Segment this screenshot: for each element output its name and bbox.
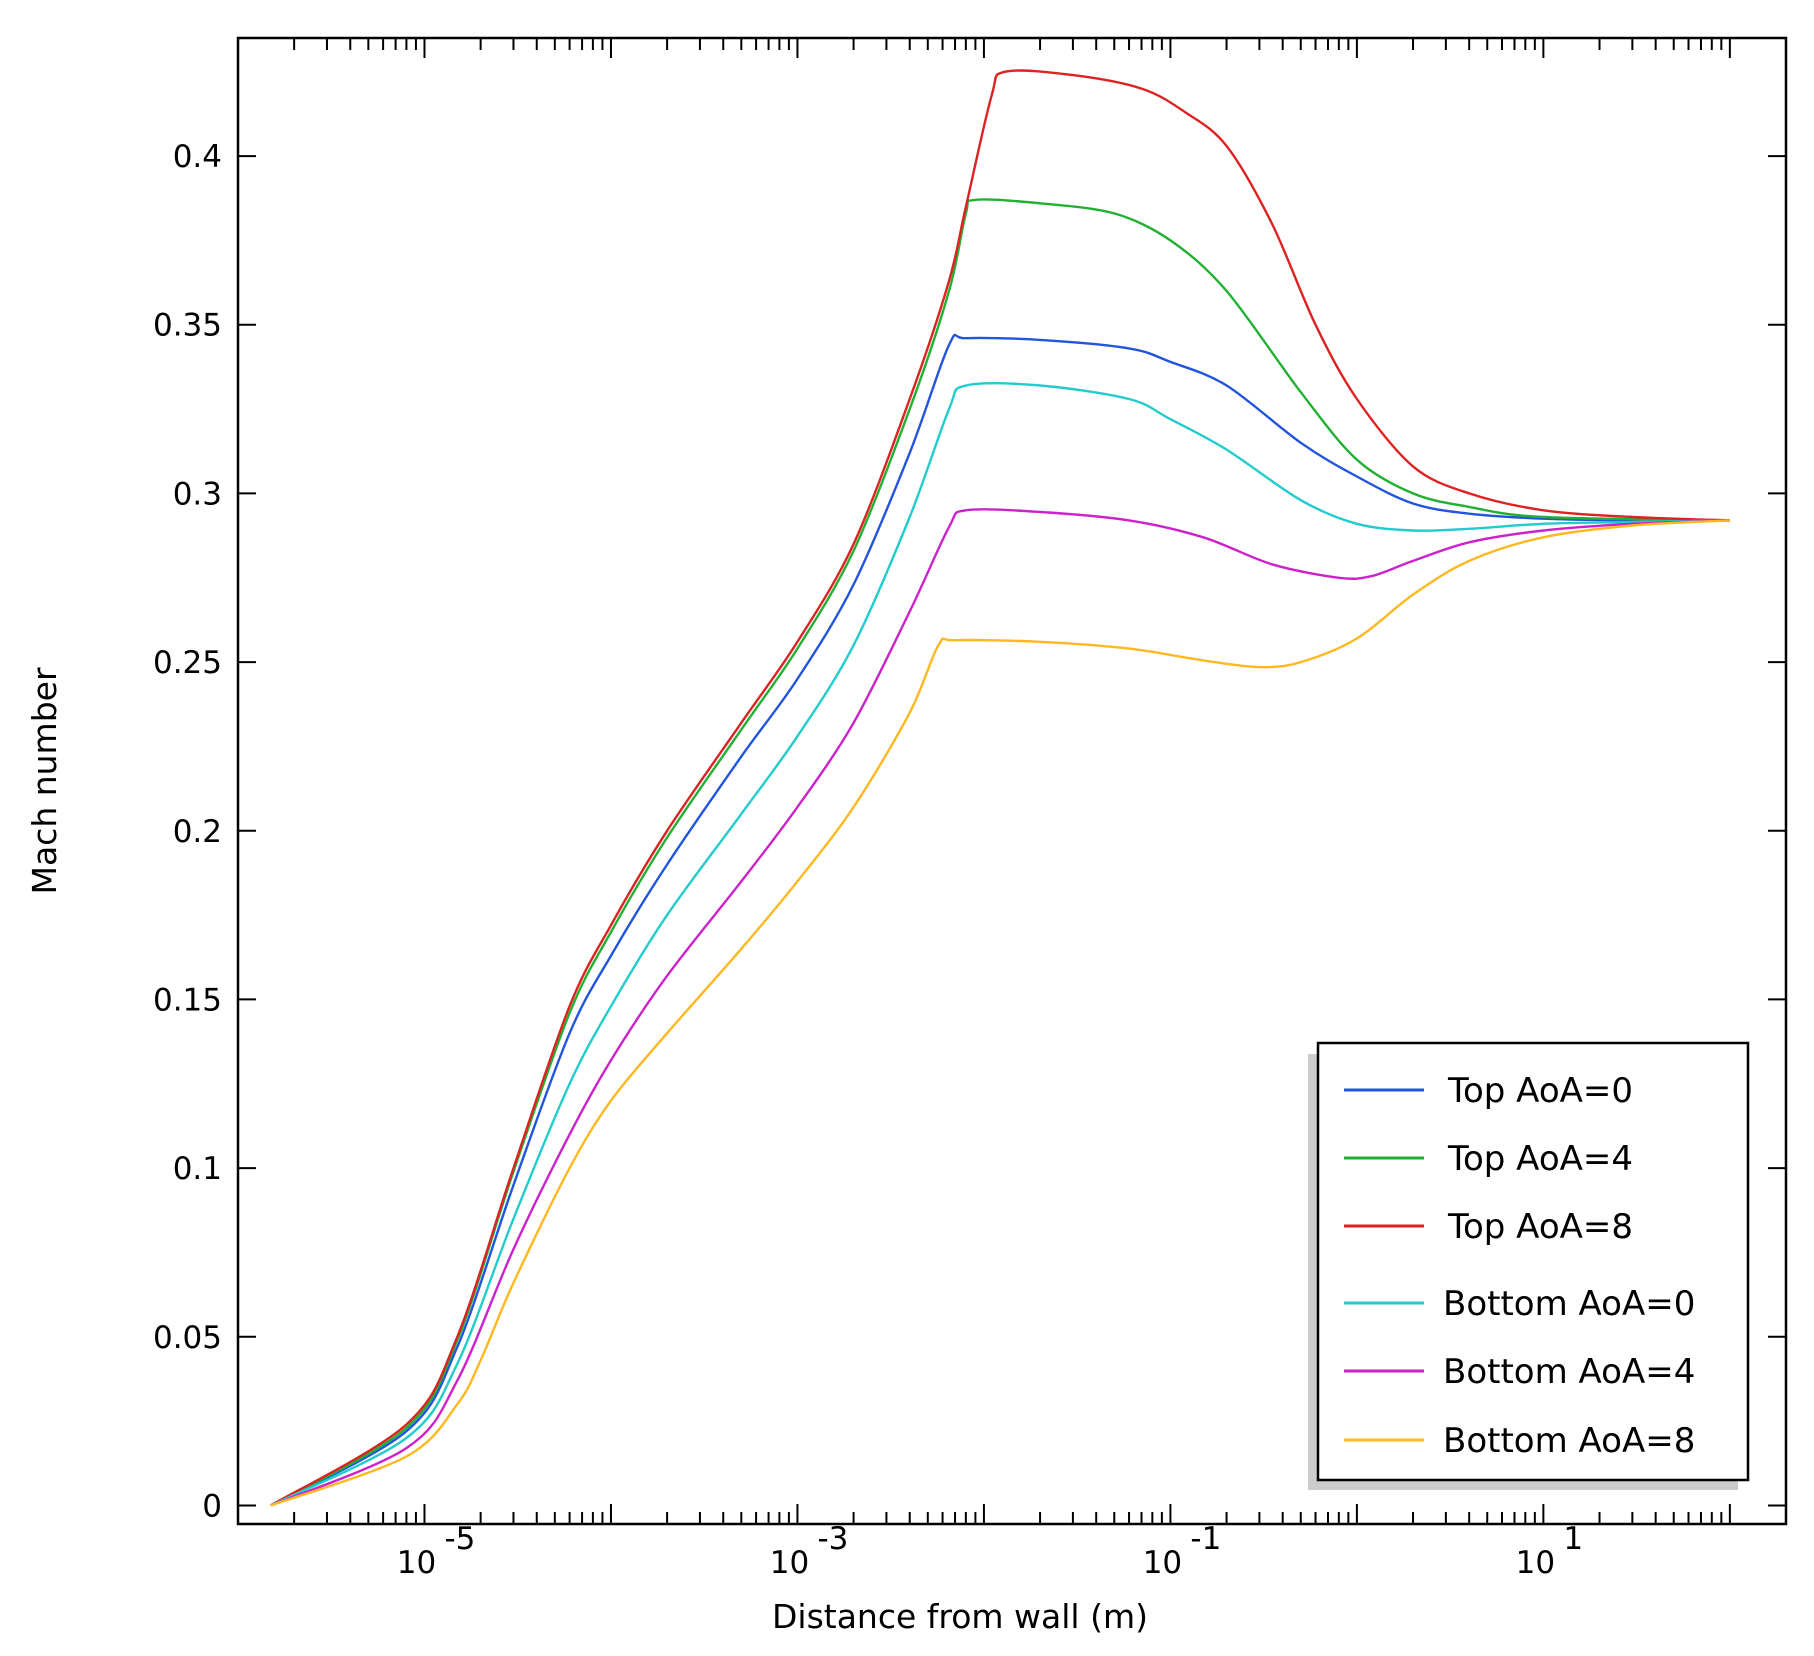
x-axis-title: Distance from wall (m) [772, 1597, 1148, 1636]
series-line-bottom-aoa-0 [270, 382, 1730, 1507]
series-line-top-aoa-8 [270, 69, 1730, 1507]
legend-box [1316, 1041, 1750, 1482]
y-tick-label: 0.2 [173, 814, 222, 850]
axis-ticks [237, 38, 1787, 1524]
x-tick-label: 10 [1516, 1545, 1555, 1581]
y-tick-label: 0.15 [153, 982, 222, 1018]
series-line-bottom-aoa-4 [270, 508, 1730, 1507]
x-tick-label-exponent: 1 [1563, 1521, 1583, 1557]
x-tick-label-exponent: -5 [444, 1521, 475, 1557]
y-axis-title: Mach number [25, 667, 64, 894]
y-tick-label: 0.05 [153, 1320, 222, 1356]
series-line-top-aoa-0 [270, 333, 1730, 1507]
legend-label: Bottom AoA=0 [1443, 1284, 1695, 1324]
series-line-top-aoa-4 [270, 198, 1730, 1507]
legend: Top AoA=0 Top AoA=4 Top AoA=8 Bottom AoA=0 B… [1308, 1041, 1750, 1490]
y-tick-label: 0.35 [153, 308, 222, 344]
y-tick-label: 0.25 [153, 645, 222, 681]
y-tick-label: 0.4 [173, 139, 222, 175]
legend-label: Top AoA=8 [1447, 1207, 1633, 1247]
y-tick-label: 0.1 [173, 1151, 222, 1187]
legend-label: Top AoA=4 [1447, 1139, 1633, 1179]
legend-label: Bottom AoA=4 [1443, 1352, 1695, 1392]
x-tick-label-exponent: -1 [1190, 1521, 1221, 1557]
plot-frame [236, 36, 1788, 1526]
x-tick-label: 10 [1143, 1545, 1182, 1581]
series-layer [270, 69, 1730, 1507]
y-tick-label: 0 [202, 1488, 222, 1524]
x-tick-label: 10 [397, 1545, 436, 1581]
legend-label: Bottom AoA=8 [1443, 1421, 1695, 1461]
x-tick-label: 10 [770, 1545, 809, 1581]
series-line-bottom-aoa-8 [270, 519, 1730, 1507]
legend-label: Top AoA=0 [1447, 1071, 1633, 1111]
x-tick-label-exponent: -3 [817, 1521, 848, 1557]
y-tick-labels: 0 0.05 0.1 0.15 0.2 0.25 0.3 0.35 0.4 [153, 139, 222, 1524]
y-tick-label: 0.3 [173, 476, 222, 512]
